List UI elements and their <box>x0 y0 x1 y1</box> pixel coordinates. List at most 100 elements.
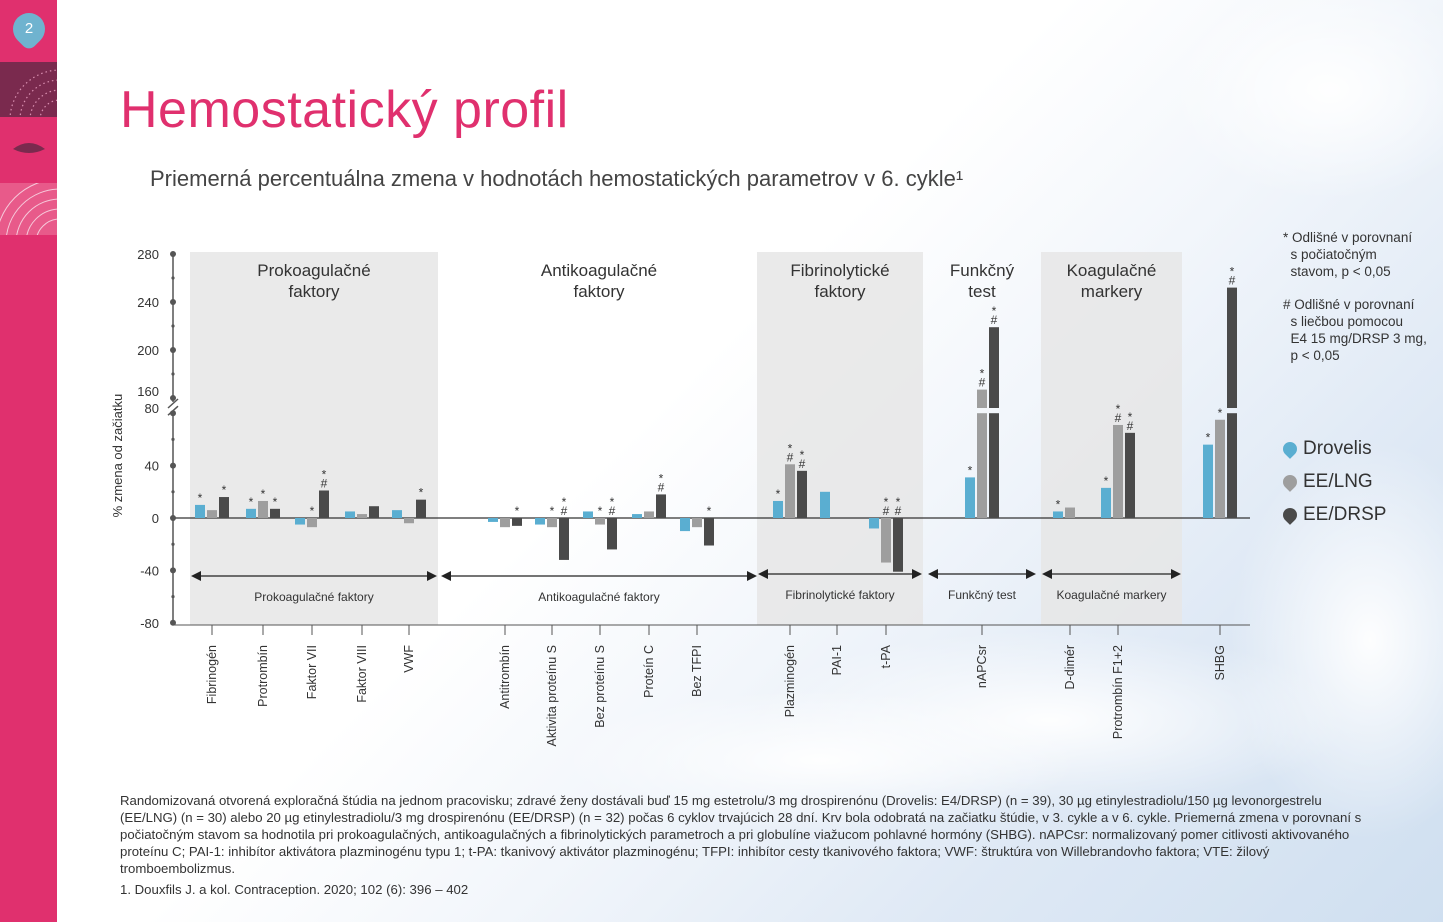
arrow-left-icon <box>758 569 768 579</box>
arrow-right-icon <box>1026 569 1036 579</box>
bar <box>704 518 714 546</box>
bar <box>512 518 522 526</box>
y-tick-dot <box>170 567 176 574</box>
y-tick-label: 80 <box>145 401 159 416</box>
bar <box>1125 432 1135 518</box>
y-tick-dot <box>170 462 176 469</box>
significance-mark: # <box>991 313 998 327</box>
arrow-right-icon <box>427 571 437 581</box>
bar <box>270 508 280 518</box>
group-title: Prokoagulačné <box>257 261 370 280</box>
category-label: Faktor VIII <box>355 645 369 703</box>
bar <box>1053 511 1063 518</box>
y-tick-label: 200 <box>137 343 159 358</box>
bar <box>1203 444 1213 518</box>
significance-mark: * <box>1128 410 1133 424</box>
significance-mark: * <box>419 486 424 500</box>
bar <box>595 518 605 525</box>
bar <box>535 518 545 525</box>
legend-label: EE/DRSP <box>1303 503 1387 525</box>
arrow-left-icon <box>1042 569 1052 579</box>
category-label: Protrombín <box>256 645 270 707</box>
bar <box>559 518 569 560</box>
significance-mark: * <box>1206 431 1211 445</box>
sidebar: 2 <box>0 0 57 922</box>
legend-item-ee-lng: EE/LNG <box>1280 465 1386 498</box>
category-label: Bez proteínu S <box>593 645 607 728</box>
group-bottom-label: Funkčný test <box>948 588 1017 602</box>
category-label: Bez TFPI <box>690 645 704 697</box>
significance-mark: * <box>980 367 985 381</box>
category-label: Protrombín F1+2 <box>1111 645 1125 739</box>
group-background <box>1041 252 1182 625</box>
significance-mark: * <box>222 483 227 497</box>
axis-break-mark <box>167 398 179 409</box>
significance-mark: * <box>800 448 805 462</box>
y-tick-label: -80 <box>140 616 159 631</box>
group-title: faktory <box>288 282 340 301</box>
significance-mark: # <box>609 504 616 518</box>
significance-mark: # <box>979 376 986 390</box>
bar <box>680 518 690 532</box>
y-tick-dot <box>170 619 176 626</box>
note-baseline: * Odlišné v porovnaní s počiatočným stav… <box>1283 230 1413 279</box>
y-minor-dot <box>171 324 175 328</box>
bar <box>319 490 329 518</box>
y-minor-dot <box>171 372 175 376</box>
group-title: Funkčný <box>950 261 1015 280</box>
y-minor-dot <box>171 595 175 599</box>
y-tick-dot <box>170 251 176 257</box>
group-title: faktory <box>814 282 866 301</box>
y-minor-dot <box>171 276 175 280</box>
y-tick-label: 40 <box>145 459 159 474</box>
legend-swatch-ee-drsp <box>1280 504 1300 525</box>
bar <box>820 491 830 518</box>
page-title: Hemostatický profil <box>120 81 569 139</box>
group-bottom-label: Koagulačné markery <box>1056 588 1166 602</box>
legend-swatch-ee-lng <box>1280 471 1300 492</box>
significance-mark: * <box>322 467 327 481</box>
bar <box>1101 487 1111 518</box>
note-comparison: # Odlišné v porovnaní s liečbou pomocou … <box>1283 297 1427 363</box>
decorative-arcs <box>0 183 57 235</box>
category-label: D-dimér <box>1063 645 1077 689</box>
significance-mark: * <box>610 495 615 509</box>
y-tick-dot <box>170 410 176 417</box>
category-label: Fibrinogén <box>205 645 219 704</box>
bar <box>500 518 510 528</box>
bar <box>219 497 229 518</box>
legend-item-drovelis: Drovelis <box>1280 432 1386 465</box>
significance-mark: # <box>1229 274 1236 288</box>
group-title: Antikoagulačné <box>541 261 657 280</box>
significance-mark: * <box>707 504 712 518</box>
bar <box>488 518 498 522</box>
significance-mark: * <box>550 504 555 518</box>
bar <box>632 514 642 518</box>
bar <box>357 514 367 518</box>
significance-mark: * <box>1218 406 1223 420</box>
group-bottom-label: Prokoagulačné faktory <box>254 590 373 604</box>
category-label: SHBG <box>1213 645 1227 680</box>
bar <box>195 504 205 518</box>
y-minor-dot <box>171 490 175 494</box>
arrow-right-icon <box>912 569 922 579</box>
significance-mark: * <box>562 495 567 509</box>
significance-mark: * <box>1230 265 1235 279</box>
significance-mark: # <box>561 504 568 518</box>
bar <box>977 389 987 408</box>
y-tick-label: 0 <box>152 511 159 526</box>
category-label: Plazminogén <box>783 645 797 717</box>
significance-mark: # <box>895 504 902 518</box>
bar <box>246 508 256 518</box>
bar <box>989 327 999 408</box>
bar <box>881 518 891 563</box>
significance-mark: # <box>321 476 328 490</box>
group-title: test <box>968 282 996 301</box>
significance-mark: * <box>776 487 781 501</box>
page-number: 2 <box>24 20 34 37</box>
y-tick-dot <box>170 515 176 521</box>
leaf-icon <box>13 143 45 153</box>
significance-mark: * <box>598 504 603 518</box>
arrow-right-icon <box>747 571 757 581</box>
